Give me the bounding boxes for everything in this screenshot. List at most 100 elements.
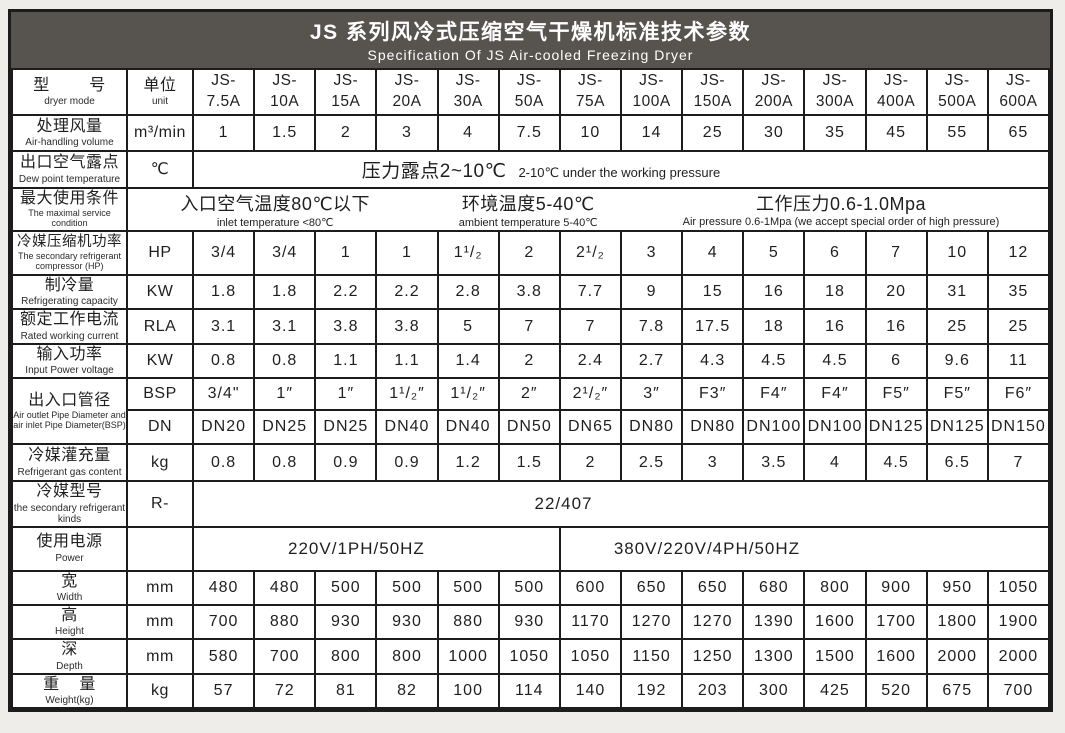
row-label-compressor-power: 冷媒压缩机功率 The secondary refrigerant compre… (11, 230, 128, 277)
cell-refrigerant-charge: 1.2 (436, 443, 500, 483)
unit-input-power: KW (126, 342, 194, 380)
cell-weight: 82 (375, 672, 439, 710)
cell-compressor-power: 3/4 (191, 230, 256, 277)
cell-air-volume: 30 (742, 113, 806, 152)
label-en: Refrigerating capacity (21, 296, 118, 308)
row-power-supply: 使用电源 Power 220V/1PH/50HZ 380V/220V/4PH/5… (11, 525, 1051, 572)
cell-refrigerant-charge: 0.9 (375, 443, 439, 483)
cell-input-power: 2.4 (558, 342, 622, 380)
cell-input-power: 1.1 (314, 342, 378, 380)
unit-header-zh: 单位 (143, 76, 177, 94)
cell-pipe-bsp: 2¹/₂″ (558, 377, 622, 412)
label-zh: 宽 (61, 572, 78, 590)
cell-rated-current: 17.5 (681, 308, 745, 345)
cell-rated-current: 3.1 (191, 308, 256, 345)
condition-en: ambient temperature 5-40℃ (458, 216, 598, 229)
cell-height: 1170 (558, 603, 622, 641)
cell-height: 930 (314, 603, 378, 641)
model-header-cell: JS- 50A (497, 68, 561, 116)
cell-refrigerant-charge: 1.5 (497, 443, 561, 483)
refrigerant-kind-value: 22/407 (534, 493, 593, 513)
condition-zh: 环境温度5-40℃ (461, 193, 595, 214)
cell-rated-current: 7 (558, 308, 622, 345)
label-en: The maximal service condition (28, 208, 111, 229)
row-label-rated-current: 额定工作电流 Rated working current (11, 308, 128, 345)
row-label-max-condition: 最大使用条件 The maximal service condition (11, 186, 128, 233)
cell-pipe-dn: DN125 (864, 409, 928, 446)
cell-rated-current: 16 (864, 308, 928, 345)
cell-pipe-bsp: F6″ (986, 377, 1051, 412)
cell-rated-current: 3.1 (253, 308, 317, 345)
cell-depth: 1300 (742, 638, 806, 675)
cell-cooling-capacity: 3.8 (497, 274, 561, 311)
label-zh: 使用电源 (36, 533, 103, 551)
cell-pipe-dn: DN40 (375, 409, 439, 446)
unit-pipe-bsp: BSP (126, 377, 194, 412)
row-pipe-bsp: 出入口管径 Air outlet Pipe Diameter and air i… (11, 377, 1051, 446)
row-weight: 重 量 Weight(kg) kg 57 72 81 82 100 114 140 192 20… (11, 672, 1051, 710)
page-subtitle: Specification Of JS Air-cooled Freezing … (367, 47, 694, 63)
cell-cooling-capacity: 31 (925, 274, 989, 311)
row-dew-point: 出口空气露点 Dew point temperature ℃ 压力露点2~10℃… (11, 149, 1050, 189)
spec-sheet: JS 系列风冷式压缩空气干燥机标准技术参数 Specification Of J… (8, 9, 1053, 713)
model-header-cell: JS- 100A (619, 68, 684, 116)
cell-height: 700 (191, 603, 256, 641)
label-en: Height (55, 626, 84, 638)
power-supply-380v-cell: 380V/220V/4PH/50HZ (558, 525, 1051, 572)
cell-weight: 81 (314, 672, 378, 710)
cell-pipe-dn: DN50 (497, 409, 561, 446)
label-zh: 深 (61, 641, 78, 659)
cell-input-power: 4.5 (742, 342, 806, 380)
cell-pipe-dn: DN20 (191, 409, 256, 446)
cell-refrigerant-charge: 2 (558, 443, 622, 483)
cell-air-volume: 1.5 (253, 113, 317, 152)
cell-height: 1390 (742, 603, 806, 641)
unit-refrigerant-kind: R- (126, 480, 194, 528)
label-zh: 冷媒灌充量 (28, 447, 111, 465)
cell-pipe-bsp: F5″ (925, 377, 989, 412)
cell-air-volume: 3 (375, 113, 439, 152)
model-header-cell: JS- 7.5A (191, 68, 256, 116)
corner-label-zh: 型 号 (33, 76, 106, 94)
cell-weight: 192 (619, 672, 684, 710)
cell-width: 500 (375, 569, 439, 606)
page-title: JS 系列风冷式压缩空气干燥机标准技术参数 (309, 21, 752, 44)
cell-width: 680 (742, 569, 806, 606)
dew-point-span-cell: 压力露点2~10℃ 2-10℃ under the working pressu… (192, 149, 1050, 189)
spec-table: 型 号 dryer mode 单位 unit JS- 7.5A JS- 10A JS… (11, 68, 1051, 710)
power-supply-380v: 380V/220V/4PH/50HZ (613, 538, 801, 558)
cell-depth: 1500 (803, 638, 867, 675)
cell-compressor-power: 10 (925, 230, 989, 277)
cell-pipe-dn: DN100 (742, 409, 806, 446)
cell-input-power: 11 (986, 342, 1051, 380)
label-en: Dew point temperature (18, 173, 121, 185)
cell-refrigerant-charge: 0.9 (314, 443, 378, 483)
label-en: Refrigerant gas content (17, 466, 122, 478)
row-width: 宽 Width mm 480 480 500 500 500 500 600 650 650 68… (11, 569, 1051, 606)
cell-air-volume: 10 (558, 113, 622, 152)
condition-inlet-temperature: 入口空气温度80℃以下 inlet temperature <80℃ (128, 190, 422, 229)
unit-pipe-dn: DN (126, 409, 194, 446)
cell-pipe-bsp: 2″ (497, 377, 561, 412)
model-header-cell: JS- 20A (375, 68, 439, 116)
cell-width: 650 (619, 569, 684, 606)
cell-pipe-bsp: 3″ (619, 377, 684, 412)
cell-depth: 1250 (681, 638, 745, 675)
cell-weight: 203 (681, 672, 745, 710)
cell-air-volume: 7.5 (497, 113, 561, 152)
cell-cooling-capacity: 2.2 (375, 274, 439, 311)
cell-pipe-bsp: 1″ (314, 377, 378, 412)
cell-pipe-dn: DN65 (558, 409, 622, 446)
unit-height: mm (126, 603, 194, 641)
cell-pipe-bsp: 3/4" (191, 377, 256, 412)
label-en: Air outlet Pipe Diameter and air inlet P… (13, 409, 126, 430)
cell-width: 1050 (986, 569, 1051, 606)
cell-compressor-power: 4 (681, 230, 745, 277)
label-en: Air-handling volume (25, 137, 114, 149)
cell-pipe-bsp: 1¹/₂″ (436, 377, 500, 412)
row-label-width: 宽 Width (11, 569, 128, 606)
cell-refrigerant-charge: 2.5 (619, 443, 684, 483)
unit-cooling-capacity: KW (126, 274, 194, 311)
row-refrigerant-charge: 冷媒灌充量 Refrigerant gas content kg 0.8 0.8 0… (11, 443, 1051, 483)
